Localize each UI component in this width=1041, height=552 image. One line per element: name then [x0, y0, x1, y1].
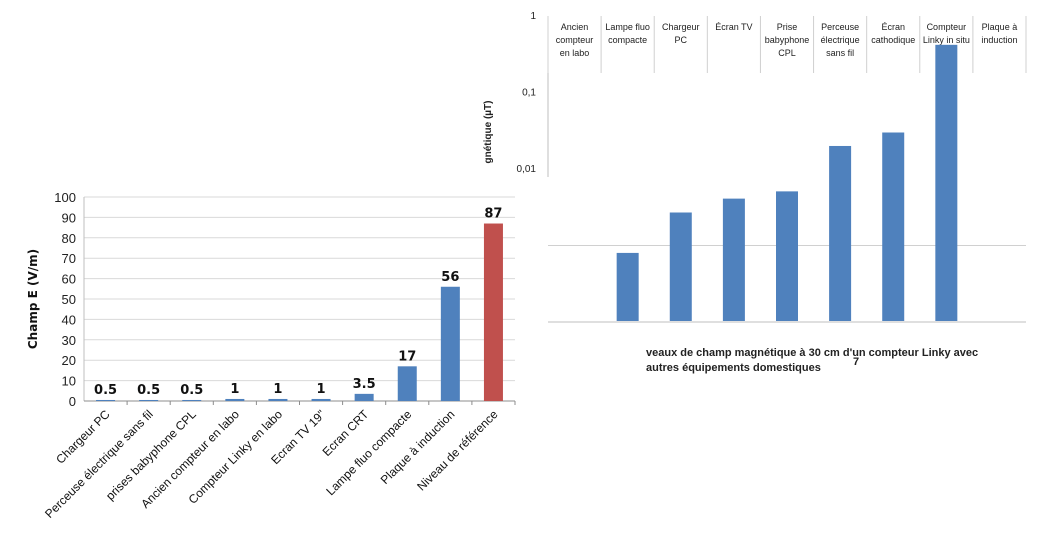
right-chart: 1 0,1 0,01 gnétique (µT) Ancien compteur en la… — [483, 11, 1027, 374]
left-y-tick-label: 70 — [62, 251, 76, 266]
left-data-label: 1 — [230, 382, 239, 397]
right-category-label: compteur — [556, 35, 594, 45]
right-bar — [722, 198, 745, 321]
right-bar — [829, 145, 852, 321]
right-category-label: Compteur — [927, 22, 967, 32]
left-bar — [311, 398, 331, 401]
left-bar — [139, 399, 159, 401]
right-category-label: Ancien — [561, 22, 589, 32]
right-category-label: Plaque à — [982, 22, 1018, 32]
left-category-label: Niveau de référence — [414, 407, 501, 494]
right-bar — [616, 252, 639, 321]
left-y-tick-label: 90 — [62, 210, 76, 225]
right-category-label: CPL — [778, 48, 796, 58]
right-category-label: PC — [675, 35, 688, 45]
left-bar — [268, 398, 288, 401]
right-category-label: cathodique — [871, 35, 915, 45]
right-bar — [935, 44, 958, 321]
right-y-tick-label: 0,1 — [522, 88, 536, 99]
left-bar — [397, 366, 417, 401]
left-data-label: 1 — [273, 382, 282, 397]
right-category-label: Lampe fluo — [605, 22, 650, 32]
right-bar — [669, 212, 692, 321]
left-y-tick-label: 0 — [69, 394, 76, 409]
left-bar — [96, 399, 116, 401]
right-category-label: Perceuse — [821, 22, 859, 32]
right-bar — [882, 132, 905, 321]
right-category-label: babyphone — [765, 35, 810, 45]
right-caption-line: veaux de champ magnétique à 30 cm d'un c… — [646, 347, 978, 359]
left-data-label: 17 — [398, 349, 416, 364]
right-category-label: Chargeur — [662, 22, 700, 32]
left-y-tick-label: 60 — [62, 272, 76, 287]
right-y-tick-label: 0,01 — [517, 164, 537, 175]
left-y-tick-label: 80 — [62, 231, 76, 246]
left-category-label: Plaque à induction — [378, 407, 458, 487]
left-y-tick-label: 30 — [62, 333, 76, 348]
left-y-tick-label: 50 — [62, 292, 76, 307]
right-category-label: sans fil — [826, 48, 854, 58]
left-bar — [354, 393, 374, 401]
right-category-label: Linky in situ — [923, 35, 970, 45]
left-data-label: 0.5 — [94, 383, 117, 398]
left-y-tick-label: 100 — [54, 190, 76, 205]
left-y-axis-label: Champ E (V/m) — [26, 249, 40, 349]
left-data-label: 56 — [441, 270, 459, 285]
right-category-label: en labo — [560, 48, 590, 58]
right-y-axis-label: gnétique (µT) — [483, 101, 494, 164]
left-y-tick-label: 10 — [62, 374, 76, 389]
right-caption-line: autres équipements domestiques — [646, 362, 821, 374]
right-category-label: Écran TV — [715, 22, 752, 32]
left-y-tick-label: 20 — [62, 353, 76, 368]
right-bar — [776, 191, 798, 321]
right-category-label: induction — [981, 35, 1017, 45]
left-bar — [440, 286, 460, 401]
right-caption-footnote: 7 — [853, 356, 859, 368]
left-data-label: 0.5 — [180, 383, 203, 398]
left-bar — [182, 399, 202, 401]
left-data-label: 0.5 — [137, 383, 160, 398]
left-data-label: 1 — [317, 382, 326, 397]
left-bar — [483, 223, 503, 401]
right-category-label: Écran — [881, 22, 905, 32]
left-data-label: 3.5 — [353, 377, 376, 392]
right-category-label: compacte — [608, 35, 647, 45]
right-category-label: électrique — [821, 35, 860, 45]
left-data-label: 87 — [484, 207, 502, 222]
right-category-label: Prise — [777, 22, 798, 32]
left-bar — [225, 398, 245, 401]
left-y-tick-label: 40 — [62, 312, 76, 327]
right-y-tick-label: 1 — [530, 11, 536, 22]
